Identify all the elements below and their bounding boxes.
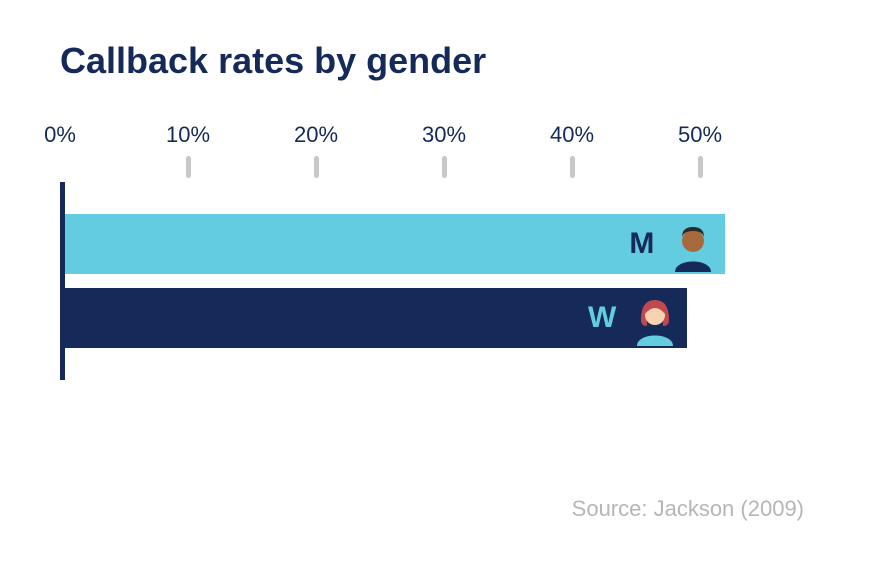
tick-label: 20% — [294, 122, 338, 148]
bar-female: W — [65, 288, 687, 348]
tick-mark — [313, 156, 318, 178]
avatar-female-icon — [627, 290, 683, 346]
tick-mark — [441, 156, 446, 178]
tick-1: 10% — [166, 122, 210, 178]
bar-row-female: W — [65, 288, 700, 348]
source-citation: Source: Jackson (2009) — [572, 496, 804, 522]
bars-area: M W — [60, 182, 700, 380]
tick-mark — [569, 156, 574, 178]
x-axis: 0% 10% 20% 30% 40% 50% — [60, 122, 700, 182]
tick-label: 0% — [44, 122, 76, 148]
tick-3: 30% — [422, 122, 466, 178]
tick-label: 30% — [422, 122, 466, 148]
bar-label-male: M — [629, 227, 655, 261]
tick-label: 40% — [550, 122, 594, 148]
tick-4: 40% — [550, 122, 594, 178]
bar-row-male: M — [65, 214, 700, 274]
tick-mark — [185, 156, 190, 178]
tick-label: 10% — [166, 122, 210, 148]
chart-title: Callback rates by gender — [60, 40, 820, 82]
tick-0: 0% — [44, 122, 76, 156]
tick-mark — [697, 156, 702, 178]
avatar-male-icon — [665, 216, 721, 272]
bar-male: M — [65, 214, 725, 274]
tick-5: 50% — [678, 122, 722, 178]
chart-container: Callback rates by gender 0% 10% 20% 30% … — [60, 40, 820, 380]
bar-label-female: W — [588, 301, 617, 335]
tick-2: 20% — [294, 122, 338, 178]
tick-label: 50% — [678, 122, 722, 148]
